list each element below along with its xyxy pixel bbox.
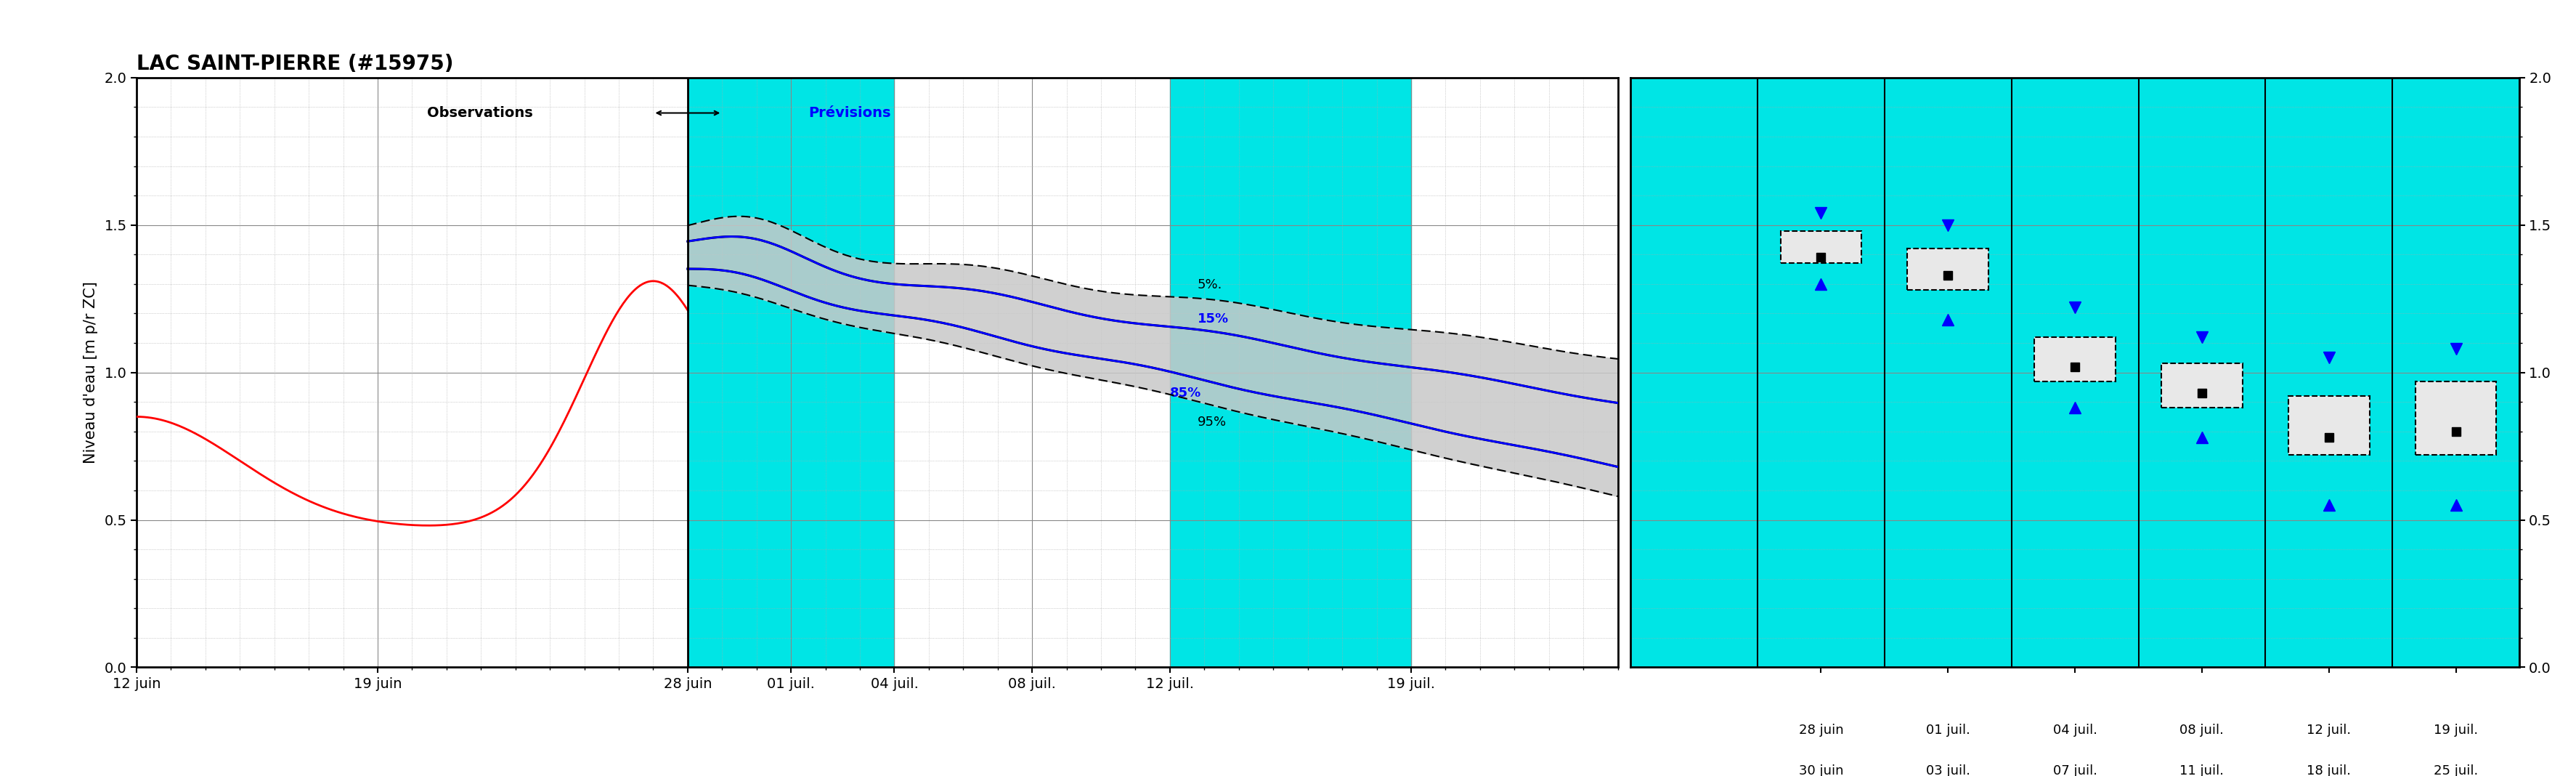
Text: 95%: 95% [1198,415,1226,428]
Bar [1906,248,1989,290]
Bar [2138,78,2264,667]
Text: 15%: 15% [1198,313,1229,326]
Bar [1886,78,2012,667]
Bar [1757,78,1886,667]
Bar [2035,337,2115,381]
Text: 85%: 85% [1170,386,1200,400]
Text: 12 juil.: 12 juil. [2306,723,2352,736]
Text: 03 juil.: 03 juil. [1927,764,1971,776]
Text: 19 juil.: 19 juil. [2434,723,2478,736]
Bar [688,78,894,667]
Text: LAC SAINT-PIERRE (#15975): LAC SAINT-PIERRE (#15975) [137,54,453,74]
Bar [1631,78,1757,667]
Text: 08 juil.: 08 juil. [2179,723,2223,736]
Bar [2416,381,2496,455]
Bar [2161,364,2244,408]
Bar [2393,78,2519,667]
Text: 07 juil.: 07 juil. [2053,764,2097,776]
Text: 5%.: 5%. [1198,279,1224,292]
Bar [2264,78,2393,667]
Text: 25 juil.: 25 juil. [2434,764,2478,776]
Text: 01 juil.: 01 juil. [1927,723,1971,736]
Text: 30 juin: 30 juin [1798,764,1844,776]
Text: 18 juil.: 18 juil. [2306,764,2352,776]
Text: Observations: Observations [428,106,533,120]
Bar [2012,78,2138,667]
Bar [2287,396,2370,455]
Text: 28 juin: 28 juin [1798,723,1844,736]
Text: 11 juil.: 11 juil. [2179,764,2223,776]
Bar [1780,231,1862,263]
Bar [1170,78,1412,667]
Text: 04 juil.: 04 juil. [2053,723,2097,736]
Y-axis label: Niveau d'eau [m p/r ZC]: Niveau d'eau [m p/r ZC] [85,282,98,463]
Text: Prévisions: Prévisions [809,106,891,120]
